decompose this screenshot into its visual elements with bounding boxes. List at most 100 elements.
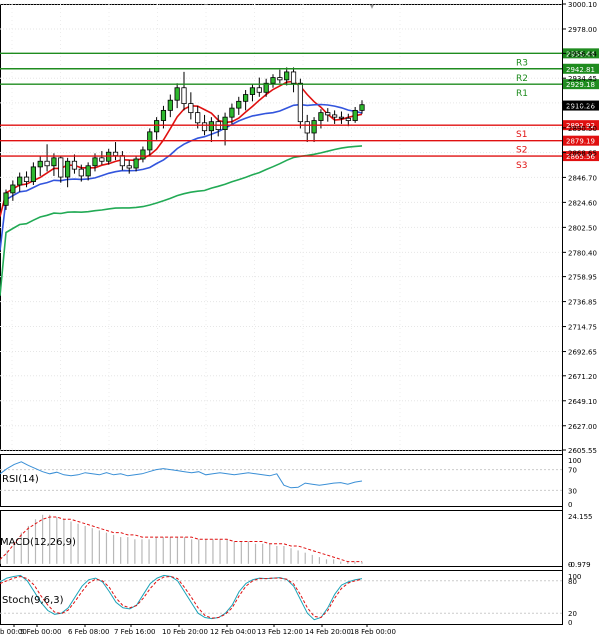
candle-bear xyxy=(99,157,105,162)
indicator-tick-label: 0 xyxy=(568,501,572,509)
candle-bear xyxy=(126,165,132,169)
candle-bear xyxy=(71,160,78,170)
level-tag-r1 xyxy=(563,79,599,90)
candle-bear xyxy=(325,112,331,116)
candle-bear xyxy=(23,176,30,182)
level-value-r3: 2956.44 xyxy=(566,50,595,58)
candle-bull xyxy=(154,120,160,133)
macd-signal-line xyxy=(0,516,362,563)
stoch-d-line xyxy=(0,575,363,619)
candle-bull xyxy=(10,184,16,194)
time-tick-label: 18 Feb 00:00 xyxy=(350,628,396,636)
candle-bull xyxy=(352,109,358,121)
pivot-levels: R3 2956.44 R2 2942.81 R1 2929.18 S1 2892.92 S2 28… xyxy=(0,48,599,171)
price-tick-label: 2824.60 xyxy=(568,199,597,207)
candle-bear xyxy=(297,82,303,123)
candle-bear xyxy=(304,121,310,134)
price-tick-label: 2890.50 xyxy=(568,125,597,133)
candle-bull xyxy=(318,112,324,121)
panel-frame xyxy=(0,510,563,567)
candle-bear xyxy=(201,122,208,132)
level-tag-s3 xyxy=(563,151,599,162)
rsi-line xyxy=(0,461,363,489)
candle-bear xyxy=(290,71,297,84)
candle-bull xyxy=(222,116,228,130)
indicator-tick-label: 20 xyxy=(568,610,577,618)
level-name-s1: S1 xyxy=(516,130,527,140)
candle-bull xyxy=(140,149,146,160)
indicator-tick-label: 100 xyxy=(568,573,581,581)
indicator-tick-label: 70 xyxy=(568,467,577,475)
price-tick-label: 2758.95 xyxy=(568,274,597,282)
candle-bull xyxy=(65,160,71,178)
indicator-tick-label: 30 xyxy=(568,487,577,495)
price-tick-label: 2956.44 xyxy=(568,50,597,58)
level-name-r2: R2 xyxy=(516,74,528,84)
level-value-r2: 2942.81 xyxy=(566,66,595,74)
time-tick-label: 7 Feb 16:00 xyxy=(114,628,155,636)
level-tag-s1 xyxy=(563,120,599,131)
price-tick-label: 2846.70 xyxy=(568,174,597,182)
macd-label: MACD(12,26,9) xyxy=(0,537,76,548)
candle-bull xyxy=(3,192,9,206)
candle-bull xyxy=(284,71,290,81)
candle-bear xyxy=(78,168,84,177)
indicator-tick-label: 24.155 xyxy=(568,513,593,521)
level-name-s2: S2 xyxy=(516,146,527,156)
price-tick-label: 2868.65 xyxy=(568,150,597,158)
candle-bull xyxy=(270,77,276,84)
price-tick-label: 2802.50 xyxy=(568,224,597,232)
level-value-r1: 2929.18 xyxy=(566,81,595,89)
candle-bull xyxy=(359,104,365,111)
candle-bull xyxy=(85,165,91,177)
indicator-tick-label: 0 xyxy=(568,561,572,569)
level-tag-r2 xyxy=(563,63,599,74)
time-tick-label: 12 Feb 04:00 xyxy=(210,628,256,636)
scroll-marker[interactable]: ▾ xyxy=(370,2,374,11)
price-tick-label: 2912.60 xyxy=(568,100,597,108)
time-tick-label: b 00:00 xyxy=(0,628,27,636)
candle-bear xyxy=(195,112,201,124)
rsi-label: RSI(14) xyxy=(2,474,39,485)
level-value-s2: 2879.19 xyxy=(566,138,595,146)
candle-bull xyxy=(167,99,173,111)
price-tick-label: 3000.10 xyxy=(568,1,597,9)
time-tick-label: 5 Feb 00:00 xyxy=(20,628,61,636)
level-value-s3: 2865.56 xyxy=(566,153,595,161)
time-tick-label: 14 Feb 20:00 xyxy=(305,628,351,636)
price-axis: 3000.10 2978.00 2956.44 2934.45 2912.60 2890.… xyxy=(562,1,597,455)
candle-bull xyxy=(236,100,242,109)
indicator-tick-label: -0.979 xyxy=(568,561,591,569)
level-value-s1: 2892.92 xyxy=(566,122,595,130)
level-tag-r3 xyxy=(563,48,599,59)
stoch-label: Stoch(9,6,3) xyxy=(2,595,64,606)
level-name-r3: R3 xyxy=(516,58,528,68)
candle-bull xyxy=(92,157,98,167)
candle-bear xyxy=(44,160,50,167)
indicator-tick-label: 100 xyxy=(568,457,581,465)
candle-bull xyxy=(30,166,36,182)
candle-bull xyxy=(37,160,43,168)
level-tag-s2 xyxy=(563,135,599,146)
time-tick-label: 6 Feb 08:00 xyxy=(68,628,109,636)
candle-bear xyxy=(58,157,64,178)
candle-bear xyxy=(112,151,119,156)
price-tick-label: 2692.65 xyxy=(568,349,597,357)
level-name-r1: R1 xyxy=(516,89,528,99)
candle-bull xyxy=(208,121,214,132)
price-tick-label: 2934.45 xyxy=(568,75,597,83)
indicator-tick-label: 80 xyxy=(568,578,577,586)
candle-bull xyxy=(229,107,235,118)
candle-bear xyxy=(332,114,338,118)
candle-bear xyxy=(256,87,262,93)
candle-bull xyxy=(249,87,256,95)
candle-bull xyxy=(311,120,317,134)
current-price-tag xyxy=(563,100,599,111)
price-tick-label: 2714.75 xyxy=(568,324,597,332)
candle-bull xyxy=(174,87,180,101)
time-tick-label: 13 Feb 12:00 xyxy=(257,628,303,636)
price-tick-label: 2649.10 xyxy=(568,398,597,406)
current-price-value: 2910.26 xyxy=(566,103,595,111)
